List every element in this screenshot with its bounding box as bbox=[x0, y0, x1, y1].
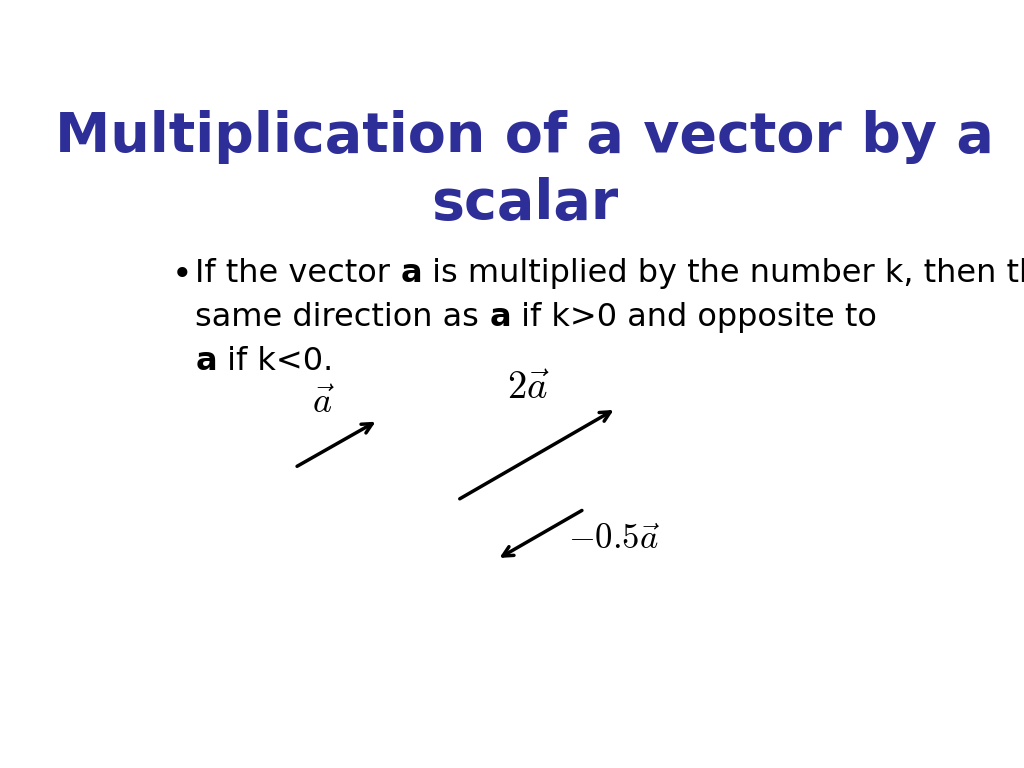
Text: a: a bbox=[400, 258, 422, 289]
Text: $2\vec{a}$: $2\vec{a}$ bbox=[507, 369, 550, 407]
Text: if k>0 and opposite to: if k>0 and opposite to bbox=[511, 302, 877, 333]
Text: If the vector: If the vector bbox=[196, 258, 400, 289]
Text: Multiplication of a vector by a
scalar: Multiplication of a vector by a scalar bbox=[55, 110, 994, 230]
Text: a: a bbox=[489, 302, 511, 333]
Text: •: • bbox=[172, 258, 193, 292]
Text: $- 0.5\vec{a}$: $- 0.5\vec{a}$ bbox=[568, 521, 660, 555]
Text: a: a bbox=[196, 346, 217, 377]
Text: is multiplied by the number k, then the resulting vector: is multiplied by the number k, then the … bbox=[422, 258, 1024, 289]
Text: $\vec{a}$: $\vec{a}$ bbox=[311, 386, 334, 419]
Text: same direction as: same direction as bbox=[196, 302, 489, 333]
Text: if k<0.: if k<0. bbox=[217, 346, 334, 377]
